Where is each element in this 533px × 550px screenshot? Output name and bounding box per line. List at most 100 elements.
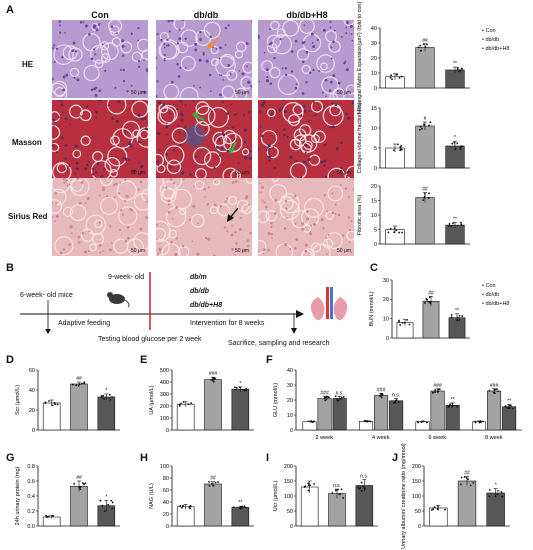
bar <box>97 396 116 431</box>
data-point <box>101 504 104 507</box>
data-point <box>48 400 50 402</box>
scale-bar-label: 50 μm <box>131 170 145 176</box>
data-point <box>111 501 114 504</box>
y-tick-label: 5 <box>374 146 377 152</box>
data-point <box>456 68 459 71</box>
y-tick-label: 0.4 <box>27 494 35 500</box>
timeline-nineweek-label: 9-week- old <box>108 274 145 281</box>
data-point <box>239 386 241 389</box>
significance-label: * <box>454 135 456 141</box>
histology-image-masson-2: 50 μm <box>258 100 354 178</box>
data-point <box>463 476 466 478</box>
data-point <box>398 231 401 234</box>
data-point <box>472 482 475 484</box>
data-point <box>403 321 406 324</box>
data-point <box>190 402 192 405</box>
y-tick-label: 0 <box>386 336 389 342</box>
bar <box>317 398 332 431</box>
data-point <box>428 296 431 299</box>
significance-label: ** <box>455 308 459 314</box>
data-point <box>357 486 360 489</box>
data-point <box>234 386 236 389</box>
significance-label: ### <box>377 387 386 393</box>
significance-label: * <box>105 388 107 394</box>
chart-d: 0 20 40 60 Scr (μmol/L) ## * <box>15 368 120 449</box>
data-point <box>325 395 328 398</box>
y-tick-label: 10 <box>371 213 377 219</box>
timeline-adaptive-label: Adaptive feeding <box>58 320 111 327</box>
data-point <box>482 420 484 423</box>
x-tick-label: 6 week <box>429 435 447 441</box>
data-point <box>423 123 425 126</box>
y-tick-label: 400 <box>160 380 169 386</box>
data-point <box>458 314 461 317</box>
scale-bar-label: 50 μm <box>131 90 145 96</box>
data-point <box>504 405 507 408</box>
data-point <box>233 506 235 509</box>
y-tick-label: 15 <box>371 106 377 112</box>
bar <box>355 485 374 527</box>
data-point <box>340 488 343 491</box>
significance-label: ### <box>320 390 329 396</box>
y-tick-label: 20 <box>163 512 169 518</box>
panel-label-e: E <box>140 354 148 366</box>
y-tick-label: 30 <box>371 41 377 47</box>
bar <box>231 507 250 527</box>
data-point <box>180 402 182 405</box>
data-point <box>452 222 454 225</box>
significance-label: ** <box>507 399 511 405</box>
data-point <box>390 74 392 77</box>
y-axis-label: Ucr (μmol/L) <box>273 481 279 512</box>
bar <box>415 125 435 169</box>
data-point <box>78 486 81 489</box>
data-point <box>422 43 425 45</box>
data-point <box>432 508 435 511</box>
panel-label-i: I <box>266 452 270 464</box>
data-point <box>450 316 453 319</box>
bar <box>430 390 445 431</box>
bar <box>302 421 317 431</box>
data-point <box>212 377 214 379</box>
data-point <box>213 378 216 381</box>
data-point <box>449 403 451 406</box>
panel-label-a: A <box>6 4 14 16</box>
panel-c-legend-item: • db/db <box>482 292 509 298</box>
y-tick-label: 0 <box>290 428 293 434</box>
histology-image-masson-0: 50 μm <box>52 100 148 178</box>
data-point <box>399 146 402 149</box>
scale-bar-label: 50 μm <box>337 248 351 254</box>
data-point <box>479 420 482 422</box>
data-point <box>239 505 242 508</box>
data-point <box>425 298 428 300</box>
y-axis-label: BUN (mmol/L) <box>369 291 375 326</box>
data-point <box>380 393 382 395</box>
panel-label-b: B <box>6 262 14 274</box>
histology-image-masson-1: 50 μm <box>156 100 252 178</box>
timeline-testing-label: Testing blood glucose per 2 week <box>98 336 202 343</box>
legend-label: Con <box>485 28 496 34</box>
y-tick-label: 30 <box>383 278 389 284</box>
data-point <box>83 382 85 385</box>
panel-label-g: G <box>6 452 15 464</box>
y-tick-label: 0 <box>374 86 377 92</box>
data-point <box>334 395 337 398</box>
data-point <box>393 149 395 152</box>
significance-label: ** <box>453 61 457 67</box>
data-point <box>244 506 247 509</box>
data-point <box>429 121 432 124</box>
y-tick-label: 0 <box>374 166 377 172</box>
x-tick-label: 8 week <box>485 435 503 441</box>
y-tick-label: 200 <box>412 464 421 470</box>
data-point <box>393 400 396 403</box>
y-tick-label: 20 <box>371 56 377 62</box>
significance-label: n.s. <box>333 483 341 489</box>
y-tick-label: 20 <box>383 297 389 303</box>
panel-a-legend-item: • db/db+H8 <box>482 46 509 52</box>
y-tick-label: 40 <box>287 368 293 374</box>
significance-label: ## <box>422 38 428 44</box>
data-point <box>429 302 432 305</box>
data-point <box>460 476 463 479</box>
data-point <box>391 78 393 81</box>
data-point <box>428 301 431 303</box>
y-axis-label: Fibrotic area (%) <box>357 195 363 236</box>
